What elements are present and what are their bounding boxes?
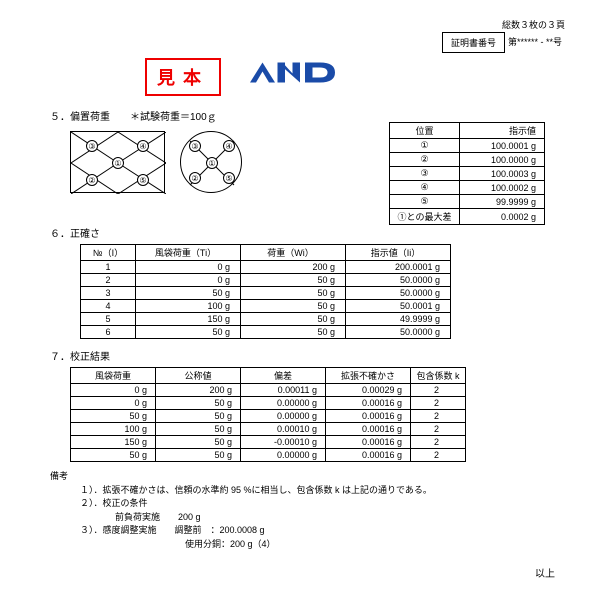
t5-h1: 位置 (390, 123, 460, 139)
notes-section: 備考 １）．拡張不確かさは、信頼の水準約 95 %に相当し、包含係数 k は上記… (50, 470, 432, 551)
table-6: №（I）風袋荷重（Ti）荷重（Wi）指示値（Ii）10 g200 g200.00… (80, 244, 451, 339)
sec6-title: ６．正確さ (50, 225, 451, 240)
note-3: ３）．感度調整実施 調整前 ：200.0008 g (80, 524, 432, 538)
note-3a: 使用分銅：200 g（4） (185, 538, 432, 552)
and-logo (245, 55, 345, 92)
rect-diagram: ① ② ③ ④ ⑤ (70, 131, 165, 193)
cpos-3: ③ (189, 140, 201, 152)
section-5: ５．偏置荷重 ＊試験荷重＝100ｇ ① ② ③ ④ ⑤ ① ② ③ ④ ⑤ (50, 108, 242, 193)
cert-number: 第****** - **号 (508, 35, 562, 48)
table-7: 風袋荷重公称値偏差拡張不確かさ包含係数 k0 g200 g0.00011 g0.… (70, 367, 466, 462)
circle-diagram: ① ② ③ ④ ⑤ (180, 131, 242, 193)
notes-header: 備考 (50, 470, 432, 484)
pos-1: ① (112, 157, 124, 169)
section-6: ６．正確さ №（I）風袋荷重（Ti）荷重（Wi）指示値（Ii）10 g200 g… (50, 225, 451, 339)
sec7-title: ７．校正結果 (50, 348, 466, 363)
pos-5: ⑤ (137, 174, 149, 186)
sec5-title: ５．偏置荷重 ＊試験荷重＝100ｇ (50, 108, 242, 123)
table-5: 位置指示値 ①100.0001 g②100.0000 g③100.0003 g④… (389, 122, 545, 225)
cpos-2: ② (189, 172, 201, 184)
cpos-5: ⑤ (223, 172, 235, 184)
cpos-1: ① (206, 157, 218, 169)
end-marker: 以上 (535, 565, 555, 580)
position-diagrams: ① ② ③ ④ ⑤ ① ② ③ ④ ⑤ (70, 131, 242, 193)
page-info: 総数３枚の３頁 (502, 18, 565, 31)
sample-stamp: 見本 (145, 58, 221, 96)
pos-2: ② (86, 174, 98, 186)
pos-3: ③ (86, 140, 98, 152)
section-7: ７．校正結果 風袋荷重公称値偏差拡張不確かさ包含係数 k0 g200 g0.00… (50, 348, 466, 462)
note-1: １）．拡張不確かさは、信頼の水準約 95 %に相当し、包含係数 k は上記の通り… (80, 484, 432, 498)
pos-4: ④ (137, 140, 149, 152)
cert-label-box: 証明書番号 (442, 32, 505, 53)
cpos-4: ④ (223, 140, 235, 152)
t5-h2: 指示値 (460, 123, 545, 139)
note-2a: 前負荷実施 200 g (115, 511, 432, 525)
note-2: ２）．校正の条件 (80, 497, 432, 511)
